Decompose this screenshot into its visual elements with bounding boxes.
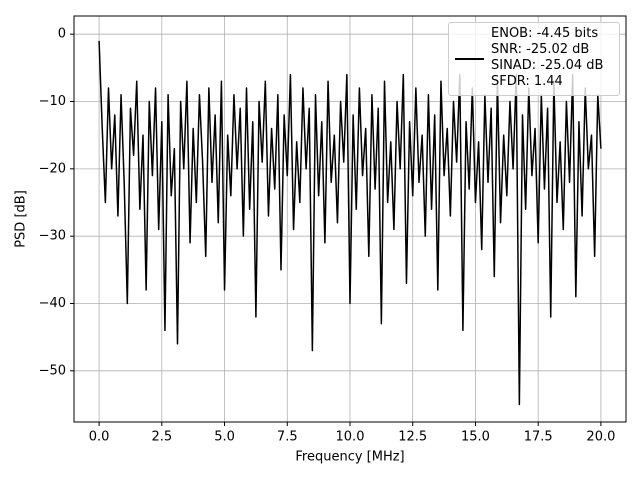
x-tick-label: 2.5 <box>151 430 172 445</box>
y-tick-label: −10 <box>39 94 66 109</box>
y-tick-label: 0 <box>58 27 66 42</box>
x-tick-label: 5.0 <box>214 430 235 445</box>
plot-frame <box>73 15 627 423</box>
legend-swatch <box>455 58 484 60</box>
y-tick-label: −30 <box>39 229 66 244</box>
series-line <box>98 40 602 406</box>
x-tick-label: 17.5 <box>524 430 553 445</box>
x-tick-label: 10.0 <box>336 430 365 445</box>
x-tick-label: 15.0 <box>461 430 490 445</box>
x-tick-label: 20.0 <box>586 430 615 445</box>
y-tick-label: −50 <box>39 363 66 378</box>
x-axis-label: Frequency [MHz] <box>295 450 404 465</box>
y-tick-label: −40 <box>39 296 66 311</box>
x-tick-label: 7.5 <box>277 430 298 445</box>
y-axis-label: PSD [dB] <box>14 190 29 248</box>
legend-label: ENOB: -4.45 bits SNR: -25.02 dB SINAD: -… <box>491 26 604 89</box>
legend: ENOB: -4.45 bits SNR: -25.02 dB SINAD: -… <box>448 22 620 96</box>
y-tick-label: −20 <box>39 161 66 176</box>
x-tick-label: 12.5 <box>398 430 427 445</box>
x-tick-label: 0.0 <box>89 430 110 445</box>
